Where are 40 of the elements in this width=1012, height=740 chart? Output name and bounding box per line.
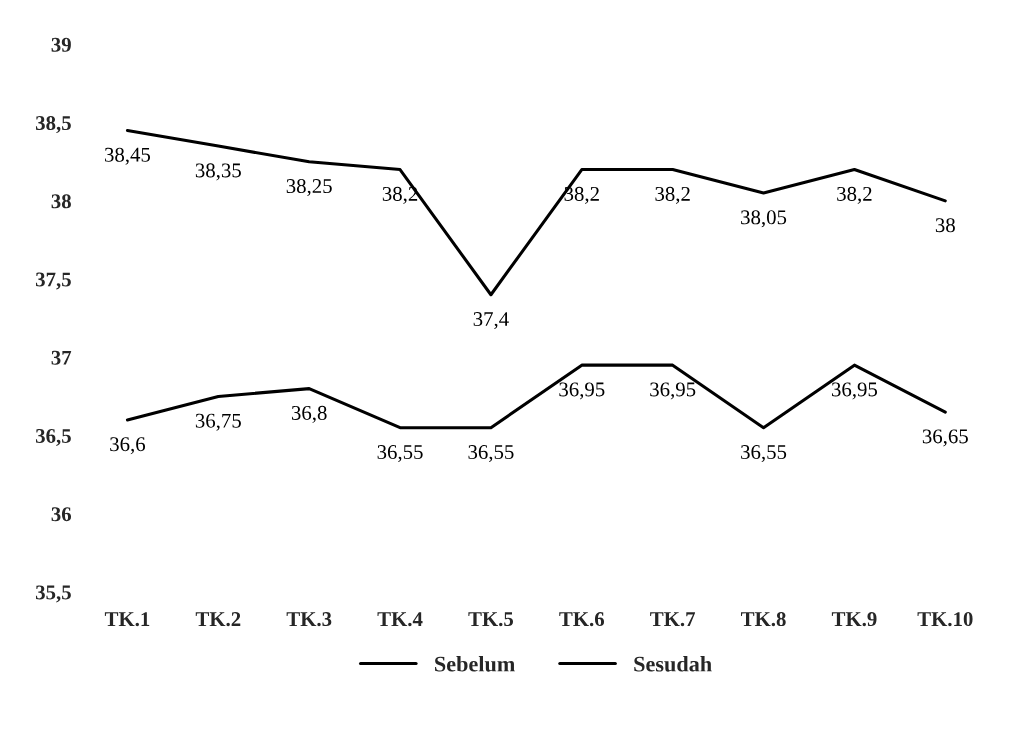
- y-tick-label: 35,5: [35, 585, 71, 603]
- x-tick-label: TK.7: [650, 612, 696, 627]
- y-tick-label: 36: [51, 507, 72, 522]
- legend-label: Sesudah: [634, 655, 712, 672]
- data-label: 36,55: [741, 445, 787, 463]
- x-tick-label: TK.8: [741, 612, 786, 627]
- x-tick-label: TK.9: [831, 612, 877, 627]
- data-label: 36,55: [468, 445, 514, 463]
- data-label: 36,95: [650, 382, 696, 400]
- data-label: 36,8: [291, 405, 327, 423]
- data-label: 38,2: [655, 186, 690, 204]
- x-tick-label: TK.3: [286, 612, 332, 627]
- data-label: 36,95: [831, 382, 878, 400]
- y-tick-label: 37,5: [35, 272, 71, 290]
- data-label: 38,25: [286, 179, 332, 197]
- y-tick-label: 36,5: [35, 428, 71, 446]
- x-tick-label: TK.2: [195, 612, 241, 627]
- data-label: 38,45: [104, 147, 151, 165]
- data-label: 36,95: [559, 382, 605, 400]
- legend-label: Sebelum: [435, 655, 515, 672]
- x-tick-label: TK.4: [377, 612, 423, 627]
- y-tick-label: 37: [51, 350, 72, 365]
- x-tick-label: TK.1: [104, 612, 150, 627]
- data-label: 38,2: [837, 186, 872, 204]
- y-tick-label: 39: [51, 37, 71, 52]
- data-label: 37,4: [473, 312, 509, 330]
- x-tick-label: TK.5: [468, 612, 514, 627]
- y-tick-label: 38,5: [35, 116, 71, 134]
- line-series: [125, 363, 947, 430]
- data-label: 38,2: [564, 186, 599, 204]
- data-label: 38,05: [741, 210, 787, 228]
- data-label: 36,6: [110, 437, 146, 455]
- data-label: 38: [935, 218, 955, 233]
- y-tick-label: 38: [51, 194, 71, 209]
- x-tick-label: TK.6: [559, 612, 605, 627]
- data-label: 36,55: [377, 445, 423, 463]
- data-label: 36,65: [922, 429, 968, 447]
- data-label: 36,75: [195, 413, 241, 431]
- x-tick-label: TK.10: [917, 612, 973, 627]
- data-label: 38,35: [195, 163, 241, 181]
